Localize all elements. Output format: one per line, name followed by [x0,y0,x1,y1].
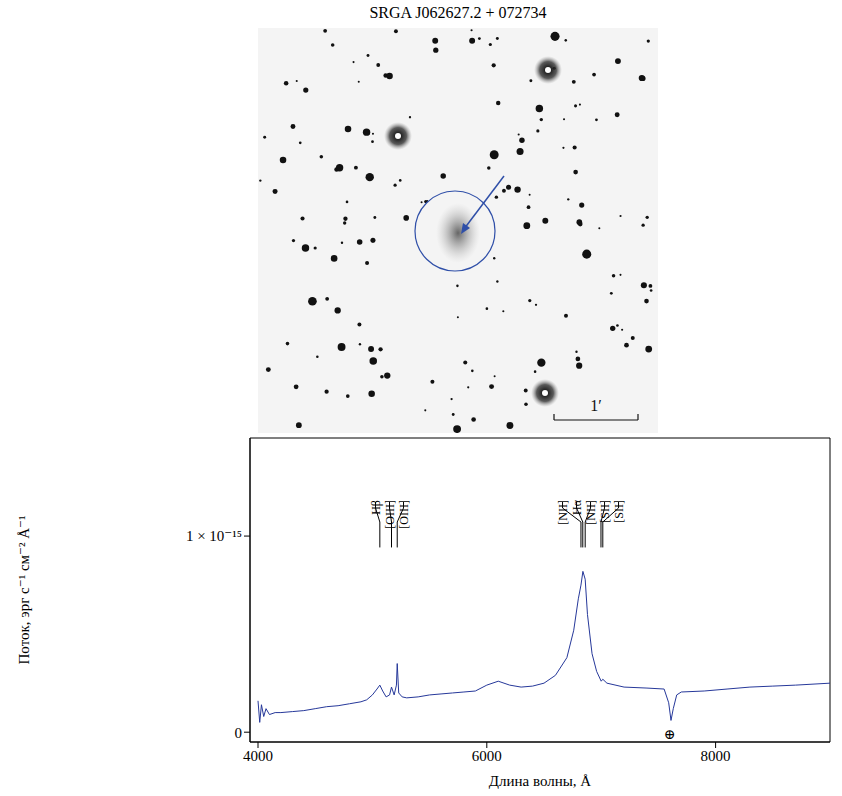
svg-text:⊕: ⊕ [664,727,676,742]
svg-text:[NII]: [NII] [583,500,598,525]
svg-text:[SII]: [SII] [597,500,612,523]
svg-text:4000: 4000 [243,748,273,764]
svg-text:1 × 10⁻¹⁵: 1 × 10⁻¹⁵ [186,528,242,544]
svg-text:1′: 1′ [590,397,602,414]
html-text:SRGA J062627.2 + 072734: SRGA J062627.2 + 072734 [369,4,547,21]
svg-text:Hβ: Hβ [368,500,383,515]
svg-text:[OIII]: [OIII] [382,500,397,529]
svg-text:8000: 8000 [701,748,731,764]
svg-text:[OIII]: [OIII] [396,500,411,529]
svg-text:Длина волны, Å: Длина волны, Å [489,773,592,789]
svg-text:Hα: Hα [569,500,584,515]
svg-text:[NII]: [NII] [555,500,570,525]
svg-text:0: 0 [235,725,243,741]
svg-text:6000: 6000 [472,748,502,764]
svg-text:[SII]: [SII] [611,500,626,523]
svg-text:Поток, эрг с⁻¹ см⁻² Å⁻¹: Поток, эрг с⁻¹ см⁻² Å⁻¹ [16,515,32,664]
